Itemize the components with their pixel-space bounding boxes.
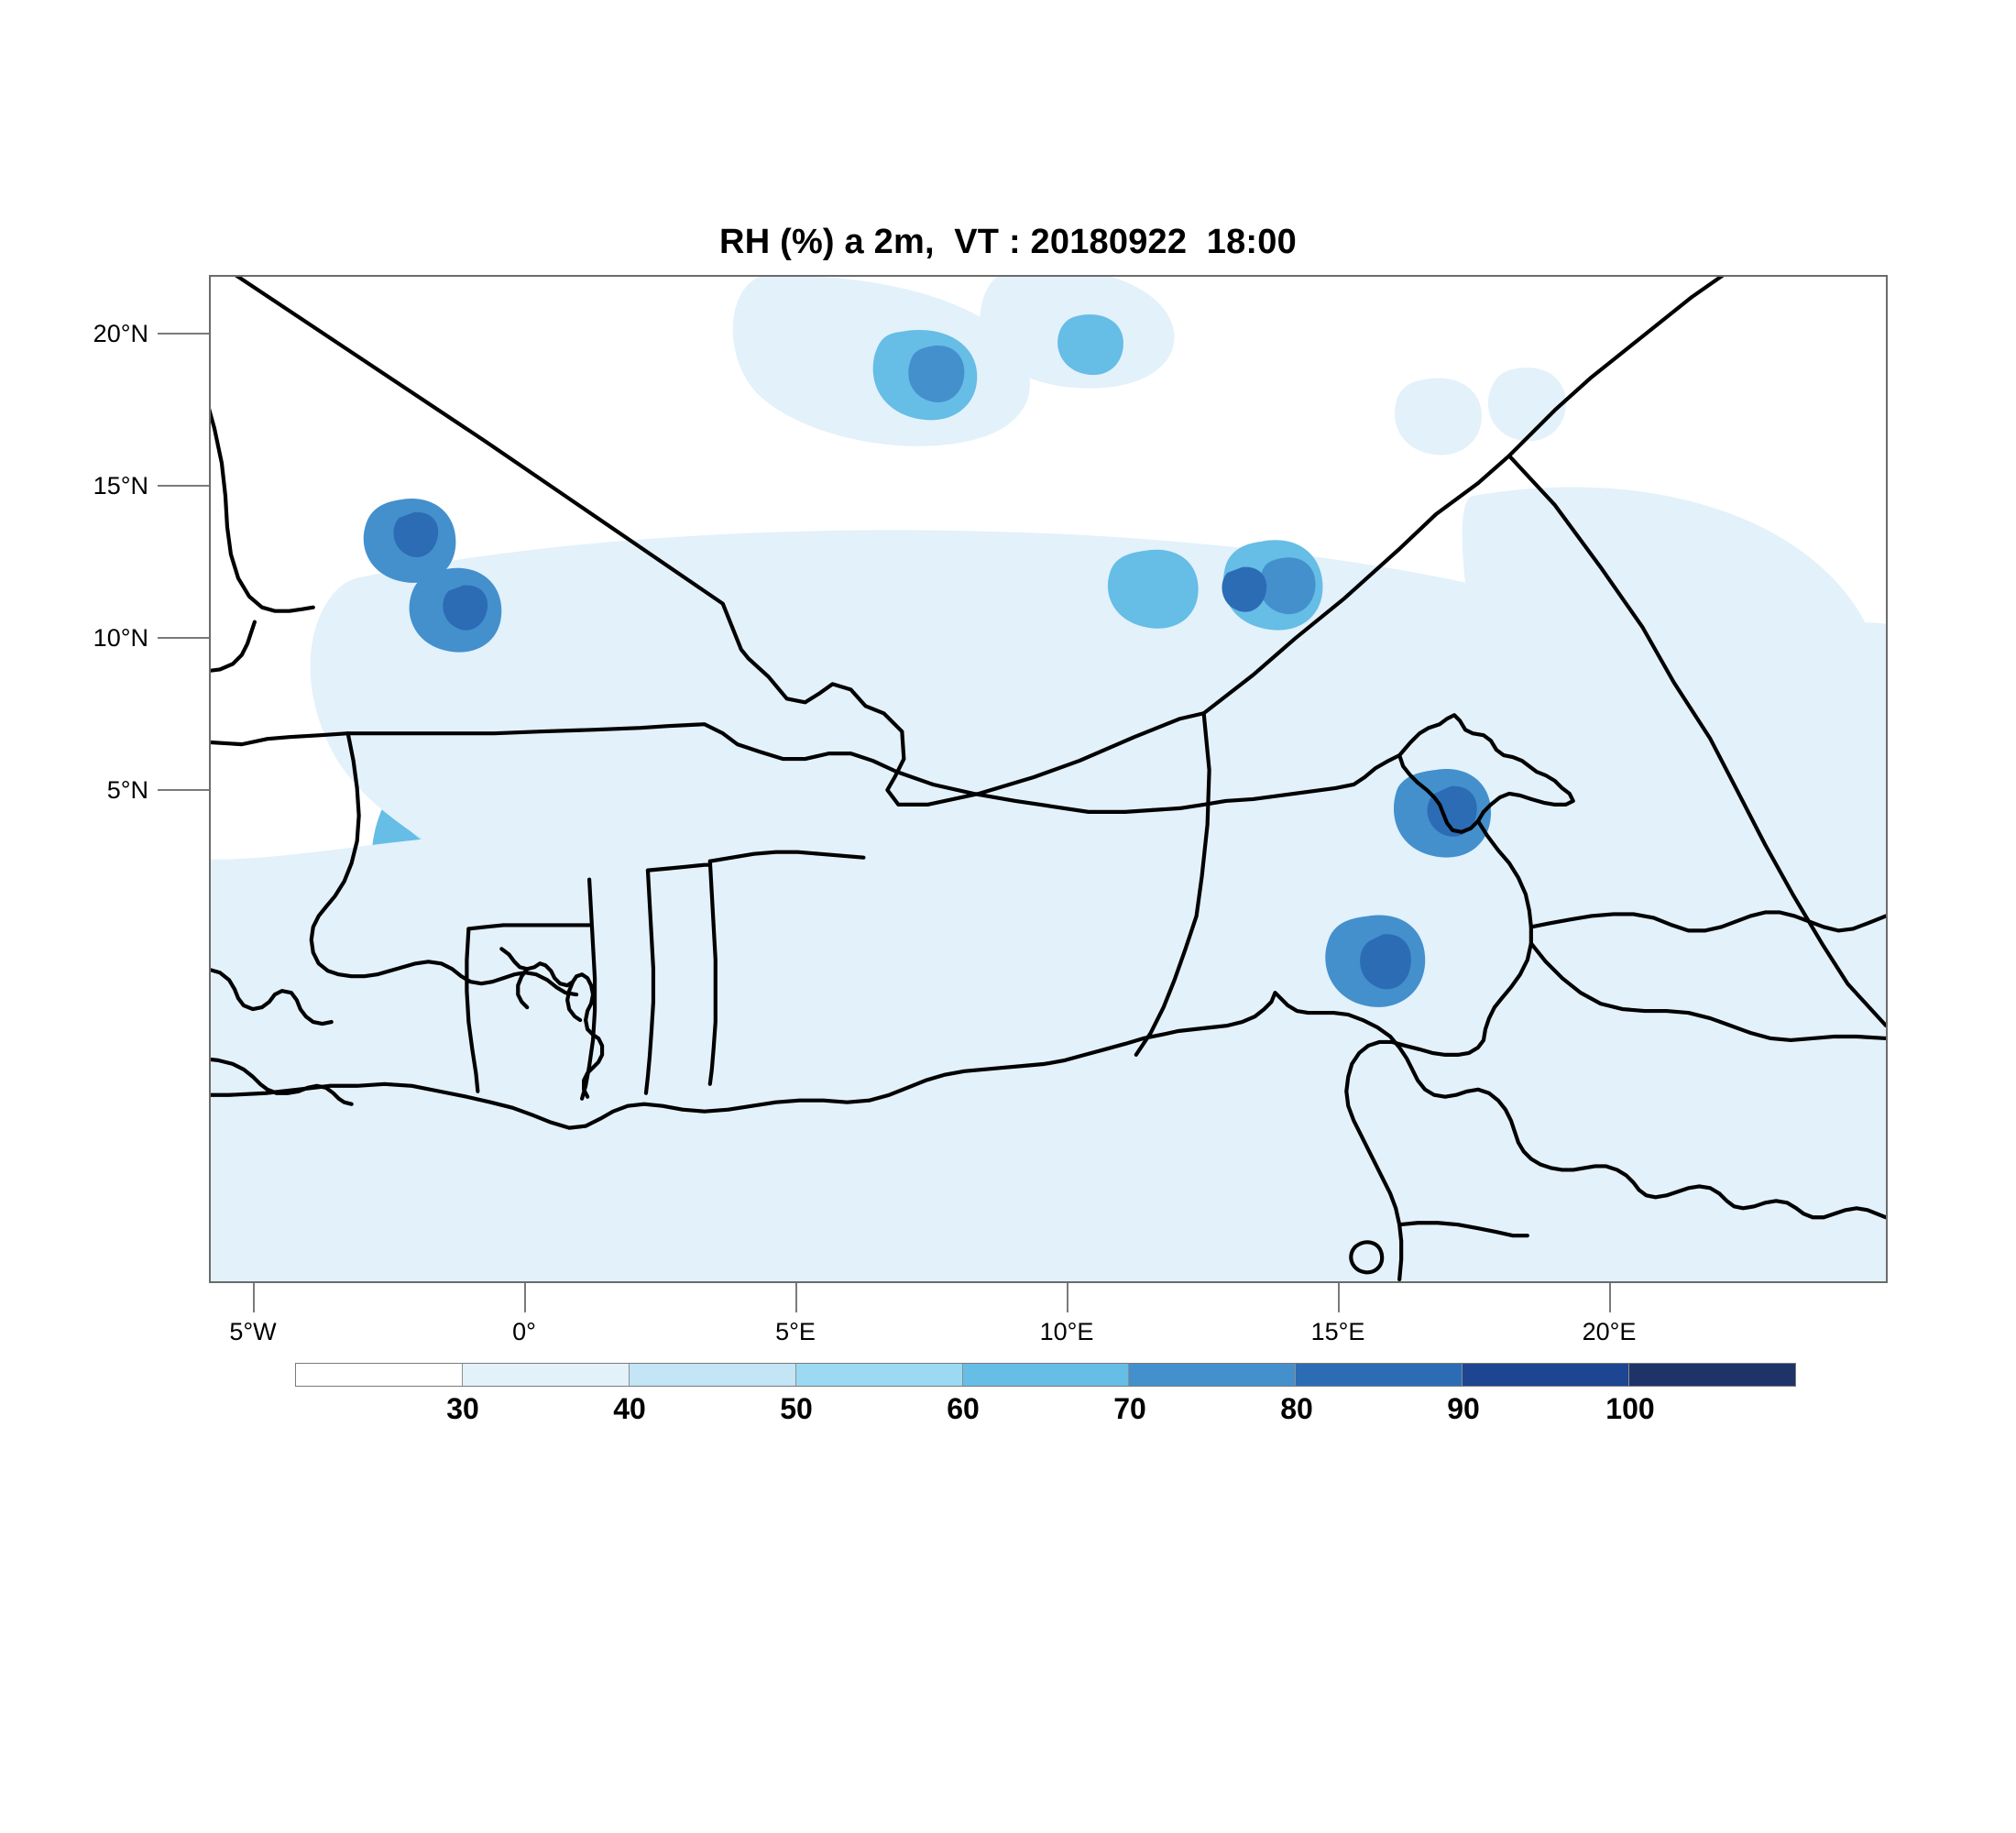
colorbar-segment-1 [461,1364,629,1386]
country-borders [211,277,1886,1281]
colorbar-segment-6 [1295,1364,1463,1386]
colorbar-tick-label: 30 [446,1392,479,1425]
xtick-label: 5°E [775,1318,816,1345]
ytick-mark [158,789,209,791]
colorbar-segment-4 [961,1364,1129,1386]
xtick-mark [795,1283,797,1312]
colorbar-tick-label: 50 [780,1392,813,1425]
colorbar [295,1363,1796,1387]
xtick-label: 20°E [1582,1318,1637,1345]
colorbar-tick-label: 70 [1113,1392,1146,1425]
colorbar-segment-2 [628,1364,795,1386]
page-title: RH (%) a 2m, VT : 20180922 18:00 [719,223,1297,261]
ytick-label: 20°N [93,320,148,347]
colorbar-tick-label: 90 [1447,1392,1480,1425]
relative-humidity-contour-map [211,277,1886,1281]
colorbar-segment-7 [1462,1364,1629,1386]
colorbar-segment-3 [794,1364,962,1386]
colorbar-tick-label: 80 [1280,1392,1313,1425]
xtick-mark [1338,1283,1340,1312]
colorbar-tick-label: 40 [613,1392,646,1425]
xtick-label: 10°E [1039,1318,1094,1345]
ytick-label: 5°N [106,776,148,804]
colorbar-segment-8 [1628,1364,1796,1386]
ytick-label: 15°N [93,472,148,499]
ytick-mark [158,637,209,639]
map-plot-area [209,275,1888,1283]
xtick-mark [1609,1283,1611,1312]
rh-embedded-cores [363,314,1492,1007]
colorbar-tick-label: 60 [947,1392,980,1425]
ytick-mark [158,485,209,487]
xtick-label: 0° [512,1318,536,1345]
colorbar-segment-5 [1128,1364,1296,1386]
xtick-label: 5°W [229,1318,277,1345]
xtick-label: 15°E [1310,1318,1365,1345]
colorbar-tick-label: 100 [1605,1392,1655,1425]
ytick-mark [158,333,209,335]
xtick-mark [524,1283,526,1312]
xtick-mark [1067,1283,1068,1312]
xtick-mark [253,1283,255,1312]
ytick-label: 10°N [93,624,148,652]
colorbar-segment-0 [296,1364,462,1386]
